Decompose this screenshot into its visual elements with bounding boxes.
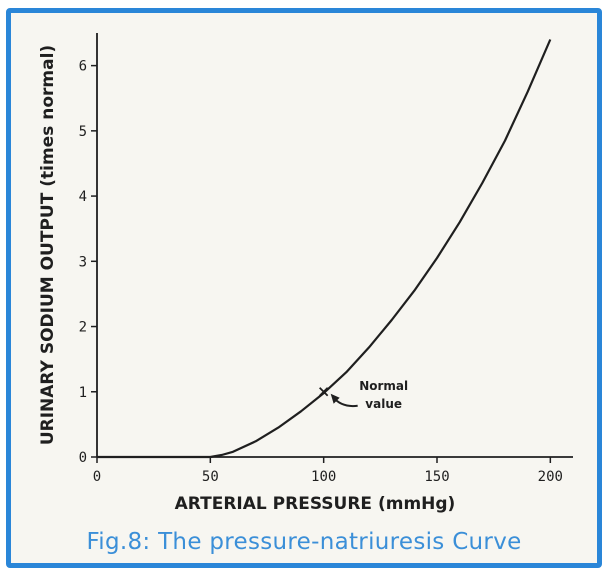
series-group [97, 39, 552, 459]
x-axis-title: ARTERIAL PRESSURE (mmHg) [175, 494, 456, 514]
y-tick-label: 1 [79, 385, 87, 401]
series-line [97, 39, 552, 459]
figure-caption: Fig.8: The pressure-natriuresis Curve [86, 529, 522, 555]
chart-area: 0 50 100 150 200 0 1 2 3 4 5 6 Normal value ARTERIAL… [11, 13, 597, 518]
annotation-arrowhead [330, 393, 340, 404]
x-tick-label: 50 [202, 469, 219, 485]
normal-value-marker [319, 387, 329, 397]
ticks: 0 50 100 150 200 0 1 2 3 4 5 6 [79, 59, 563, 485]
x-tick-label: 200 [538, 469, 563, 485]
x-tick-label: 150 [424, 469, 449, 485]
y-axis-title: URINARY SODIUM OUTPUT (times normal) [38, 45, 58, 445]
y-tick-label: 6 [79, 59, 87, 75]
annotations: Normal value [319, 379, 408, 411]
annotation-label: Normal [359, 379, 408, 393]
y-tick-label: 3 [79, 254, 87, 270]
annotation-label: value [365, 397, 402, 411]
figure-frame: 0 50 100 150 200 0 1 2 3 4 5 6 Normal value ARTERIAL… [6, 8, 602, 568]
x-tick-label: 100 [311, 469, 336, 485]
y-tick-label: 4 [79, 189, 87, 205]
y-tick-label: 5 [79, 124, 87, 140]
pressure-natriuresis-chart: 0 50 100 150 200 0 1 2 3 4 5 6 Normal value ARTERIAL… [38, 33, 573, 514]
y-tick-label: 0 [79, 450, 87, 466]
x-tick-label: 0 [93, 469, 101, 485]
axes [96, 33, 573, 458]
y-tick-label: 2 [79, 320, 87, 336]
